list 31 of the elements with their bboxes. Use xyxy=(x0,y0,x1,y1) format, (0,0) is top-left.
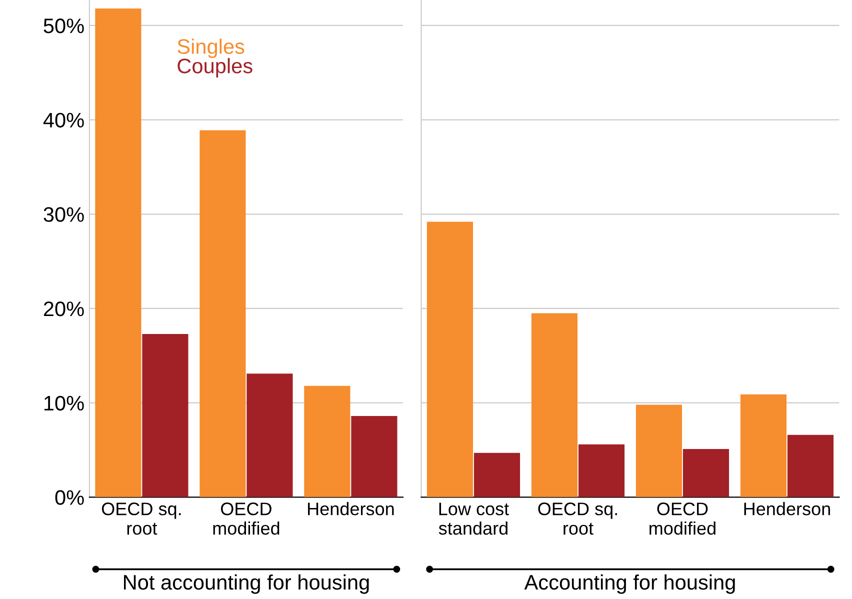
series-label: Singles xyxy=(178,38,244,58)
bar xyxy=(304,386,350,498)
y-tick-label: 0% xyxy=(55,490,84,505)
bar xyxy=(142,334,188,498)
x-axis-title: Not accounting for housing xyxy=(124,574,369,594)
bar xyxy=(636,404,682,498)
x-tick-label: OECD modified xyxy=(213,502,280,535)
x-tick-label: OECD sq. root xyxy=(102,502,181,535)
x-tick-label: OECD modified xyxy=(650,502,716,535)
bar xyxy=(95,8,142,498)
text: Couples xyxy=(178,58,252,78)
bar xyxy=(578,444,625,498)
bar xyxy=(426,222,474,498)
x-tick-label: Low cost standard xyxy=(438,502,509,535)
bar xyxy=(740,394,786,498)
bar xyxy=(351,416,398,498)
x-tick-label: OECD sq. root xyxy=(538,502,617,535)
y-tick-label: 10% xyxy=(44,396,84,411)
bar xyxy=(474,452,520,498)
y-tick-label: 40% xyxy=(43,112,84,128)
y-tick-label: 50% xyxy=(44,18,84,34)
x-tick-label: Henderson xyxy=(308,502,394,516)
x-axis-title: Accounting for housing xyxy=(524,574,735,594)
bar xyxy=(682,449,730,498)
bar xyxy=(200,130,246,498)
y-tick-label: 30% xyxy=(44,207,84,222)
y-tick-label: 20% xyxy=(44,301,84,316)
x-tick-label: Henderson xyxy=(744,502,830,516)
bar xyxy=(246,374,293,498)
bar xyxy=(531,313,578,498)
bar xyxy=(787,434,834,498)
